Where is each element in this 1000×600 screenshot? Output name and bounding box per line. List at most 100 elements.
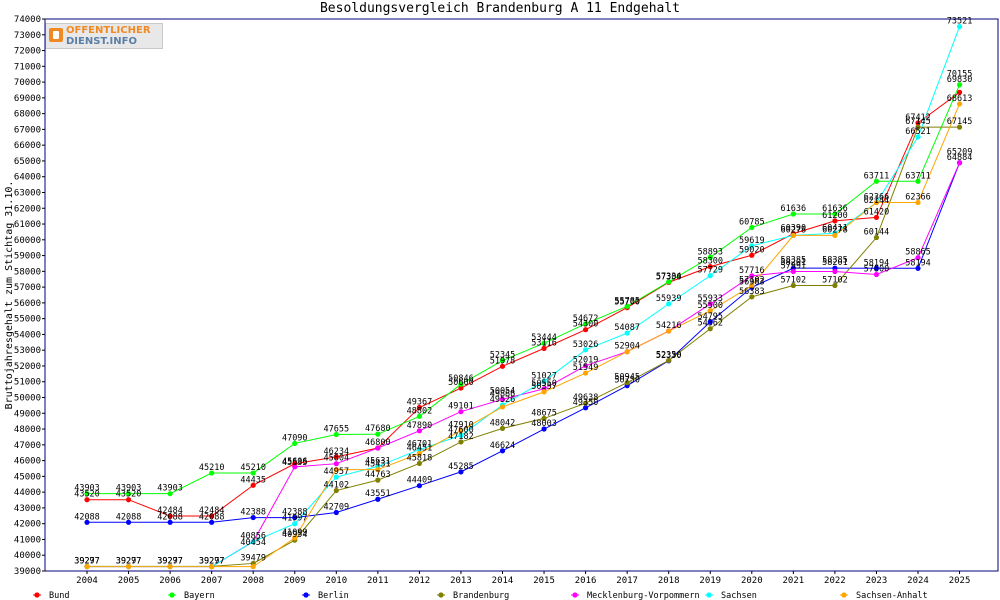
logo-line-1: OFFENTLICHER xyxy=(66,25,151,36)
data-label: 51978 xyxy=(490,356,516,366)
data-label: 42088 xyxy=(74,512,100,522)
data-label: 43520 xyxy=(74,490,100,500)
data-point xyxy=(458,432,464,438)
y-tick-label: 47000 xyxy=(14,441,41,451)
y-tick-label: 51000 xyxy=(14,378,41,388)
data-point xyxy=(458,381,464,387)
data-point xyxy=(333,509,339,516)
data-point xyxy=(541,345,547,351)
data-point xyxy=(583,321,589,327)
data-label: 56983 xyxy=(739,277,765,287)
data-label: 49886 xyxy=(490,389,516,399)
data-label: 39297 xyxy=(199,556,225,566)
x-tick-label: 2007 xyxy=(201,576,223,586)
data-point xyxy=(209,470,215,476)
data-label: 42484 xyxy=(199,506,225,516)
data-label: 46234 xyxy=(324,447,350,457)
data-point xyxy=(209,519,215,525)
data-label: 51027 xyxy=(531,371,557,381)
data-label: 48003 xyxy=(531,419,557,429)
y-tick-label: 41000 xyxy=(14,535,41,545)
legend-label: Bund xyxy=(49,591,69,600)
data-label: 52330 xyxy=(656,351,682,361)
data-label: 55939 xyxy=(656,294,682,304)
data-label: 39297 xyxy=(116,556,142,566)
y-tick-label: 69000 xyxy=(14,94,41,104)
data-point xyxy=(624,380,630,386)
data-label: 50846 xyxy=(448,374,474,384)
data-point xyxy=(458,469,464,475)
series-line xyxy=(87,84,961,495)
data-point xyxy=(416,450,422,457)
data-label: 39277 xyxy=(199,557,225,567)
data-label: 50357 xyxy=(531,382,557,392)
data-label: 51549 xyxy=(573,363,599,373)
data-label: 58194 xyxy=(864,258,890,268)
legend-label: Bayern xyxy=(184,591,215,600)
data-point xyxy=(666,279,672,285)
data-label: 58865 xyxy=(905,248,931,258)
y-tick-label: 59000 xyxy=(14,252,41,262)
data-label: 39277 xyxy=(74,557,100,567)
y-tick-label: 58000 xyxy=(14,267,41,277)
data-label: 45631 xyxy=(365,456,391,466)
data-label: 55500 xyxy=(697,301,723,311)
data-label: 40856 xyxy=(240,532,266,542)
data-point xyxy=(832,232,838,239)
y-tick-label: 68000 xyxy=(14,110,41,120)
data-point xyxy=(707,308,713,314)
x-tick-label: 2012 xyxy=(409,576,431,586)
data-label: 54362 xyxy=(697,319,723,329)
data-label: 62366 xyxy=(905,192,931,202)
x-tick-label: 2025 xyxy=(949,576,971,586)
data-point xyxy=(832,218,838,224)
data-label: 52345 xyxy=(490,351,516,361)
data-label: 46451 xyxy=(407,443,433,453)
data-point xyxy=(749,273,755,279)
data-label: 39277 xyxy=(116,557,142,567)
legend-label: Sachsen-Anhalt xyxy=(856,591,928,600)
data-point xyxy=(333,466,339,473)
x-tick-label: 2013 xyxy=(450,576,472,586)
legend-marker xyxy=(34,592,40,598)
data-label: 49350 xyxy=(573,398,599,408)
data-label: 39297 xyxy=(157,556,183,566)
legend-label: Mecklenburg-Vorpommern xyxy=(587,591,700,600)
x-tick-label: 2005 xyxy=(118,576,140,586)
y-tick-label: 52000 xyxy=(14,362,41,372)
data-label: 67145 xyxy=(905,117,931,127)
data-label: 60785 xyxy=(739,217,765,227)
x-tick-label: 2018 xyxy=(658,576,680,586)
y-tick-label: 66000 xyxy=(14,141,41,151)
data-point xyxy=(209,513,215,519)
data-label: 67145 xyxy=(947,117,973,127)
data-point xyxy=(749,294,755,300)
data-point xyxy=(375,445,381,451)
x-tick-label: 2023 xyxy=(866,576,888,586)
data-label: 61636 xyxy=(781,204,807,214)
data-label: 59020 xyxy=(739,245,765,255)
data-point xyxy=(84,497,90,503)
data-label: 58385 xyxy=(781,255,807,265)
data-label: 59619 xyxy=(739,236,765,246)
y-tick-label: 49000 xyxy=(14,409,41,419)
data-point xyxy=(209,564,215,570)
y-tick-label: 74000 xyxy=(14,15,41,25)
x-tick-label: 2011 xyxy=(367,576,389,586)
x-tick-label: 2008 xyxy=(242,576,264,586)
data-point xyxy=(458,427,464,434)
data-label: 66521 xyxy=(905,127,931,137)
data-label: 50550 xyxy=(531,379,557,389)
data-label: 45818 xyxy=(407,453,433,463)
data-label: 60144 xyxy=(864,228,890,238)
series-line xyxy=(87,26,961,568)
legend-marker xyxy=(438,592,444,598)
data-label: 47655 xyxy=(324,424,350,434)
data-label: 50945 xyxy=(614,373,640,383)
data-point xyxy=(624,303,630,309)
y-tick-label: 73000 xyxy=(14,31,41,41)
x-tick-label: 2015 xyxy=(533,576,555,586)
data-label: 47680 xyxy=(365,424,391,434)
legend-marker xyxy=(303,592,309,598)
data-point xyxy=(541,378,547,384)
